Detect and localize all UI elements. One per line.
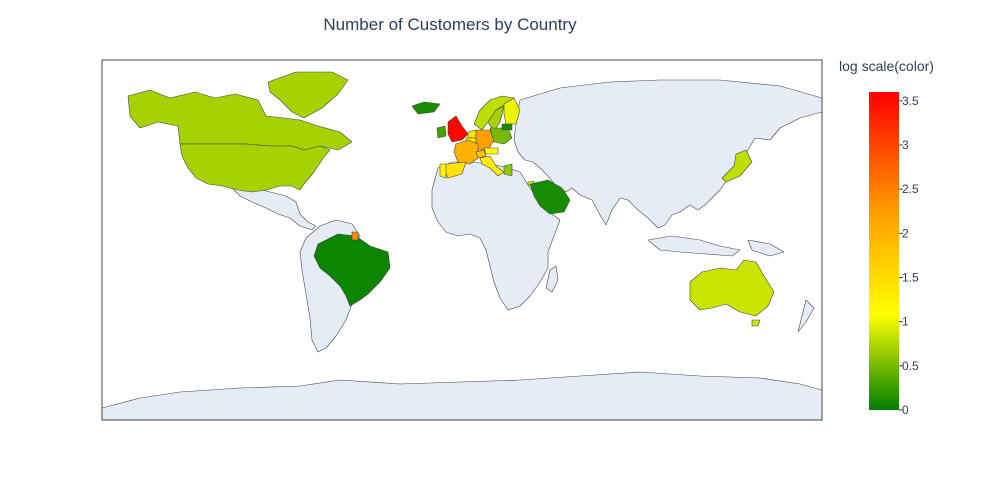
country-portugal[interactable]	[439, 163, 447, 179]
country-japan[interactable]	[721, 149, 753, 183]
country-australia-tasmania[interactable]	[751, 319, 761, 327]
country-australia[interactable]	[689, 259, 775, 317]
country-iceland[interactable]	[411, 101, 441, 115]
land-indonesia	[647, 235, 741, 257]
colorbar-tick-label: 0.5	[902, 359, 919, 373]
colorbar-gradient	[869, 92, 899, 410]
colorbar-tick-label: 3	[902, 138, 909, 152]
colorbar-title: log scale(color)	[839, 58, 934, 74]
country-switzerland[interactable]	[475, 149, 487, 159]
land-mexico-central-america	[231, 187, 317, 231]
country-saudi-arabia[interactable]	[529, 179, 571, 215]
land-antarctica	[102, 371, 822, 420]
country-greece[interactable]	[503, 163, 513, 177]
colorbar-tick-label: 3.5	[902, 94, 919, 108]
country-lithuania[interactable]	[501, 123, 513, 131]
country-united-states[interactable]	[179, 143, 331, 193]
country-french-guiana[interactable]	[351, 231, 359, 241]
land-new-guinea	[747, 239, 785, 257]
country-ireland[interactable]	[436, 125, 447, 139]
country-italy[interactable]	[479, 155, 505, 177]
country-finland[interactable]	[503, 97, 521, 125]
colorbar-tick-label: 1.5	[902, 271, 919, 285]
colorbar: log scale(color) 0 0.5 1 1.5 2 2.5 3 3.5	[839, 58, 934, 417]
country-canada[interactable]	[127, 89, 353, 151]
country-brazil[interactable]	[313, 233, 391, 307]
country-france[interactable]	[453, 139, 479, 165]
chart-title: Number of Customers by Country	[323, 15, 577, 34]
colorbar-ticks: 0 0.5 1 1.5 2 2.5 3 3.5	[899, 94, 919, 417]
colorbar-tick-label: 2.5	[902, 182, 919, 196]
land-madagascar	[545, 265, 559, 293]
country-austria[interactable]	[483, 147, 499, 155]
colorbar-tick-label: 1	[902, 315, 909, 329]
map-layer	[102, 71, 822, 420]
country-united-kingdom[interactable]	[447, 115, 469, 143]
land-africa	[431, 161, 561, 311]
colorbar-tick-label: 2	[902, 226, 909, 240]
map-frame	[101, 59, 823, 421]
land-eurasia	[513, 79, 822, 229]
land-new-zealand	[797, 299, 815, 333]
colorbar-tick-label: 0	[902, 403, 909, 417]
country-greenland[interactable]	[267, 71, 349, 119]
